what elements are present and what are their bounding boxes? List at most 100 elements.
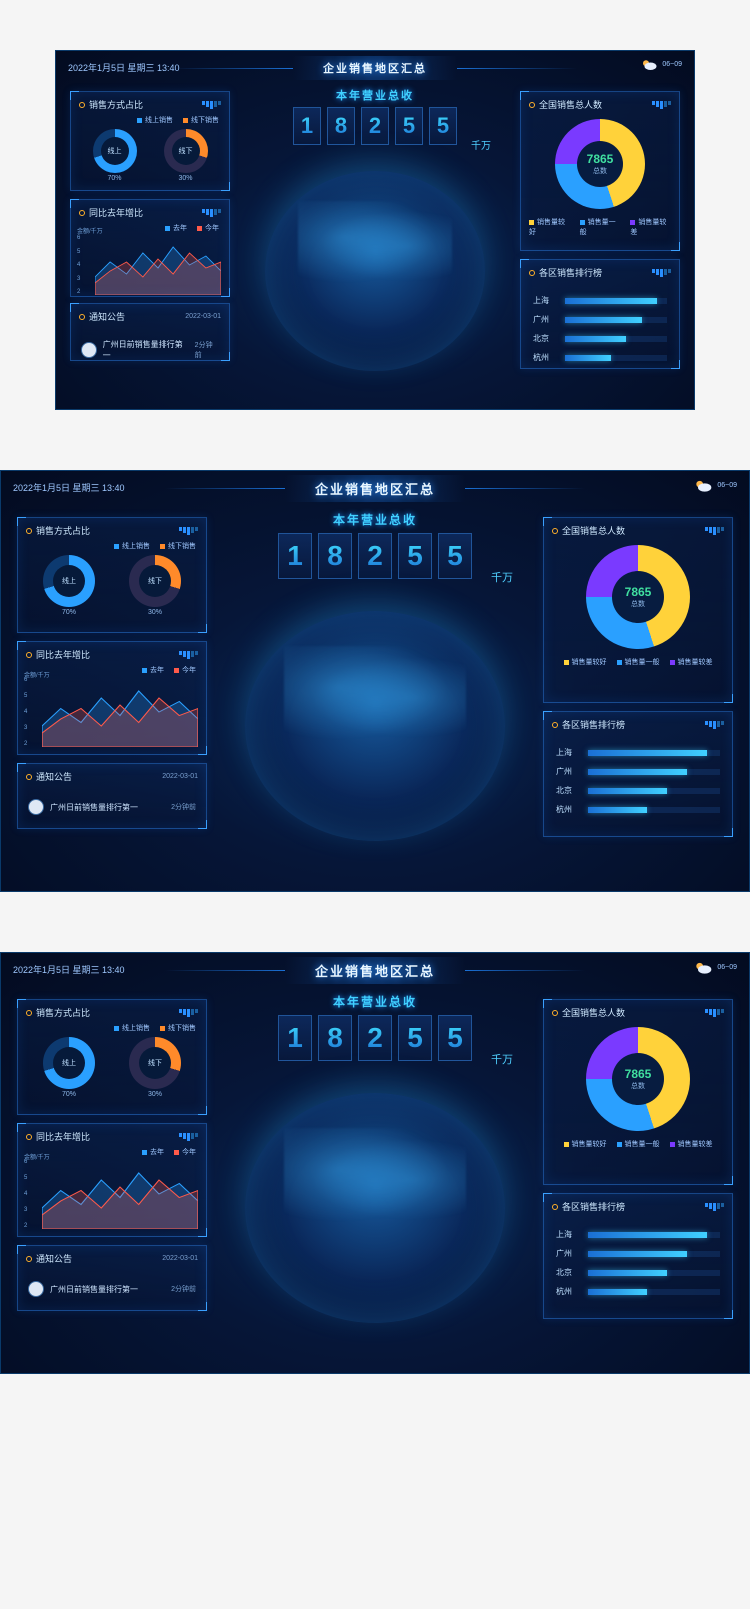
digit-box: 1 — [278, 533, 312, 579]
big-donut-wrap: 7865 总数 销售量较好 销售量一般 销售量较差 — [544, 1023, 732, 1157]
digit-box: 1 — [278, 1015, 312, 1061]
rank-body: 上海 广州 北京 杭州 — [521, 283, 679, 373]
donut-percent: 70% — [43, 1091, 95, 1098]
weather-range: 06~09 — [662, 61, 682, 68]
donut-center: 线下 — [172, 137, 200, 165]
panel-title: 通知公告 2022-03-01 — [18, 1246, 206, 1269]
panel-title: 销售方式占比 — [18, 518, 206, 541]
avatar-icon — [28, 1281, 44, 1297]
title-bars-icon — [705, 721, 724, 729]
panel-title: 通知公告 2022-03-01 — [18, 764, 206, 787]
donut-online: 线上 70% — [43, 1037, 95, 1098]
notice-body: 广州日前销售量排行第一 2分钟前 — [18, 1269, 206, 1303]
panel-title: 销售方式占比 — [71, 92, 229, 115]
digit-box: 5 — [438, 1015, 472, 1061]
digit-box: 2 — [358, 1015, 392, 1061]
donut-online: 线上 70% — [43, 555, 95, 616]
total-label: 总数 — [631, 599, 645, 609]
weather-range: 06~09 — [717, 964, 737, 971]
legend-item: 今年 — [174, 665, 196, 675]
legend-item: 线上销售 — [114, 541, 150, 551]
weather-icon — [640, 57, 658, 71]
legend-item: 线上销售 — [114, 1023, 150, 1033]
total-sales-panel: 全国销售总人数 7865 总数 销售量较好 销售量一般 销售量较差 — [543, 517, 733, 703]
donut-chart: 线上 — [43, 1037, 95, 1089]
digit-box: 5 — [395, 107, 423, 145]
center-subtitle: 本年营业总收 — [336, 87, 414, 103]
title-dot-icon — [552, 1204, 558, 1210]
donut-chart: 线上 — [93, 129, 137, 173]
yoy-panel: 同比去年增比 去年 今年 6 5 4 3 2 — [70, 199, 230, 297]
center-digits: 1 8 2 5 5 — [293, 107, 457, 145]
weather-icon — [693, 477, 713, 493]
rank-body: 上海 广州 北京 杭州 — [544, 735, 732, 825]
rank-bar — [565, 317, 667, 323]
title-bars-icon — [202, 209, 221, 217]
rank-row: 上海 — [556, 1229, 720, 1240]
legend-item: 销售量一般 — [617, 1139, 660, 1149]
legend-item: 线上销售 — [137, 115, 173, 125]
digit-box: 8 — [318, 1015, 352, 1061]
area-chart: 6 5 4 3 2 — [42, 1159, 198, 1229]
notice-text: 广州日前销售量排行第一 — [50, 802, 138, 813]
donut-online: 线上 70% — [93, 129, 137, 182]
title-dot-icon — [26, 1256, 32, 1262]
notice-date: 2022-03-01 — [185, 313, 221, 320]
panel-title: 销售方式占比 — [18, 1000, 206, 1023]
notice-item[interactable]: 广州日前销售量排行第一 2分钟前 — [28, 799, 196, 815]
sales-method-panel: 销售方式占比 线上销售 线下销售 线上 70% — [17, 517, 207, 633]
rank-bar — [588, 769, 720, 775]
area-chart: 6 5 4 3 2 — [95, 235, 221, 295]
rank-bar — [588, 788, 720, 794]
digit-box: 5 — [429, 107, 457, 145]
title-dot-icon — [529, 102, 535, 108]
panel-title: 各区销售排行榜 — [521, 260, 679, 283]
header-datetime: 2022年1月5日 星期三 13:40 — [68, 61, 180, 74]
rank-bar — [588, 1289, 720, 1295]
title-dot-icon — [26, 1010, 32, 1016]
legend-item: 销售量较好 — [564, 1139, 607, 1149]
panel-title: 全国销售总人数 — [521, 92, 679, 115]
legend-item: 今年 — [197, 223, 219, 233]
total-legend: 销售量较好 销售量一般 销售量较差 — [529, 217, 671, 237]
y-axis-title: 金额/千万 — [77, 226, 103, 235]
header-datetime: 2022年1月5日 星期三 13:40 — [13, 481, 125, 494]
rank-row: 上海 — [556, 747, 720, 758]
big-donut-wrap: 7865 总数 销售量较好 销售量一般 销售量较差 — [544, 541, 732, 675]
weather-range: 06~09 — [717, 482, 737, 489]
digit-box: 1 — [293, 107, 321, 145]
rank-row: 北京 — [533, 333, 667, 344]
donut-row: 线上 70% 线下 30% — [18, 551, 206, 626]
donut-percent: 30% — [164, 175, 208, 182]
title-bars-icon — [705, 1009, 724, 1017]
legend-item: 销售量较差 — [670, 657, 713, 667]
dashboard-preview-small: 2022年1月5日 星期三 13:40 企业销售地区汇总 06~09 本年营业总… — [55, 50, 695, 410]
rank-body: 上海 广州 北京 杭州 — [544, 1217, 732, 1307]
legend-item: 销售量较好 — [564, 657, 607, 667]
sales-method-panel: 销售方式占比 线上销售 线下销售 线上 70% — [17, 999, 207, 1115]
total-label: 总数 — [593, 166, 607, 176]
total-label: 总数 — [631, 1081, 645, 1091]
donut-percent: 70% — [93, 175, 137, 182]
y-axis: 6 5 4 3 2 — [77, 235, 80, 295]
big-donut-wrap: 7865 总数 销售量较好 销售量一般 销售量较差 — [521, 115, 679, 245]
notice-item[interactable]: 广州日前销售量排行第一 2分钟前 — [28, 1281, 196, 1297]
header-weather: 06~09 — [640, 57, 682, 71]
header-title: 企业销售地区汇总 — [293, 56, 457, 80]
rank-row: 北京 — [556, 785, 720, 796]
title-bars-icon — [652, 269, 671, 277]
title-bars-icon — [705, 527, 724, 535]
center-subtitle: 本年营业总收 — [333, 993, 417, 1010]
notice-body: 广州日前销售量排行第一 2分钟前 — [18, 787, 206, 821]
header-title: 企业销售地区汇总 — [285, 475, 465, 502]
donut-center: 线上 — [53, 565, 85, 597]
center-digits: 1 8 2 5 5 — [278, 1015, 472, 1061]
notice-item[interactable]: 广州日前销售量排行第一 2分钟前 — [81, 339, 219, 361]
legend-item: 销售量较好 — [529, 217, 570, 237]
rank-row: 广州 — [533, 314, 667, 325]
legend-item: 去年 — [142, 1147, 164, 1157]
title-bars-icon — [179, 527, 198, 535]
title-dot-icon — [552, 722, 558, 728]
dashboard-header: 2022年1月5日 星期三 13:40 企业销售地区汇总 06~09 — [1, 471, 749, 505]
y-axis: 6 5 4 3 2 — [24, 677, 27, 747]
